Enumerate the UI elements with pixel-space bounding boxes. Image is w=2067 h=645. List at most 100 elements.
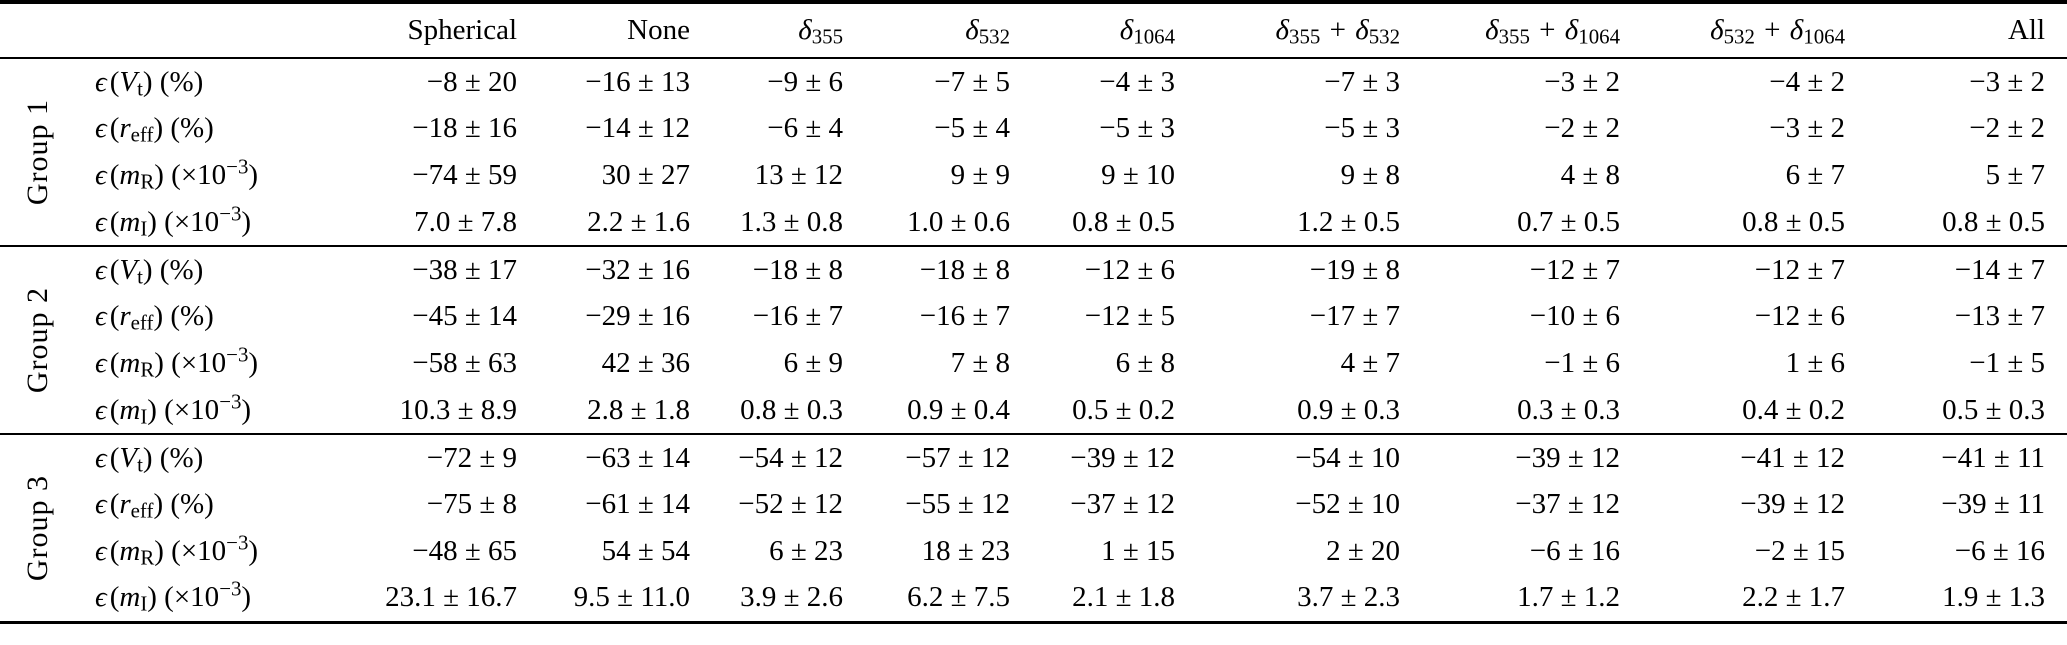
- value-cell: 6 ± 23: [769, 535, 843, 567]
- value-cell: 18 ± 23: [921, 535, 1010, 567]
- group-label: Group 2: [20, 286, 54, 394]
- row-label-sup: −3: [219, 389, 242, 414]
- row-label-pre: (: [109, 441, 120, 474]
- value-cell: −4 ± 2: [1769, 65, 1845, 98]
- delta-subscript: 532: [1368, 24, 1400, 49]
- value-cell: −8 ± 20: [426, 65, 517, 98]
- col-header-delta-355: δ355: [690, 2, 843, 58]
- value-cell: −39 ± 12: [1740, 488, 1845, 520]
- row-label-sub: I: [140, 404, 148, 429]
- value-cell: −72 ± 9: [426, 441, 517, 474]
- value-cell: 1.3 ± 0.8: [740, 205, 843, 238]
- table-header: Spherical None δ355 δ532 δ1064 δ355 + δ5…: [0, 2, 2067, 58]
- row-label-post: ) (%): [142, 441, 204, 474]
- row-label-sup: −3: [226, 530, 249, 555]
- row-label-post: ) (%): [153, 300, 214, 332]
- value-cell: −54 ± 12: [738, 441, 843, 474]
- row-label-pre: (: [109, 65, 120, 98]
- value-cell: −12 ± 6: [1754, 300, 1845, 332]
- row-label-eps: ϵ: [95, 159, 107, 191]
- value-cell: 0.5 ± 0.3: [1942, 393, 2045, 426]
- delta-symbol: δ: [1355, 14, 1369, 46]
- value-cell: −13 ± 7: [1954, 300, 2045, 332]
- value-cell: −18 ± 8: [752, 253, 843, 286]
- group-label: Group 3: [20, 474, 54, 581]
- plus-sign: +: [1322, 14, 1354, 46]
- value-cell: −5 ± 3: [1324, 112, 1400, 144]
- delta-subscript: 355: [1289, 24, 1321, 49]
- col-header-delta-532-1064: δ532 + δ1064: [1620, 2, 1845, 58]
- row-label-eps: ϵ: [95, 581, 107, 614]
- value-cell: −3 ± 2: [1544, 65, 1620, 98]
- value-cell: −39 ± 12: [1515, 441, 1620, 474]
- row-label-eps: ϵ: [95, 205, 107, 238]
- col-header-text: Spherical: [407, 14, 517, 46]
- table-row: ϵ (reff) (%) −18 ± 16 −14 ± 12 −6 ± 4 −5 ± 4 −…: [0, 105, 2067, 152]
- value-cell: −1 ± 5: [1969, 347, 2045, 379]
- row-label-eps: ϵ: [95, 65, 107, 98]
- group-2-body: Group 2 ϵ (Vt) (%) −38 ± 17 −32 ± 16 −18 ± 8−…: [0, 246, 2067, 434]
- value-cell: 9 ± 9: [950, 159, 1010, 191]
- delta-subscript: 1064: [1803, 24, 1845, 49]
- row-label-pre: (: [109, 581, 120, 614]
- value-cell: −75 ± 8: [426, 488, 517, 520]
- value-cell: −29 ± 16: [585, 300, 690, 332]
- results-table: Spherical None δ355 δ532 δ1064 δ355 + δ5…: [0, 0, 2067, 624]
- value-cell: 0.5 ± 0.2: [1072, 393, 1175, 426]
- value-cell: 0.4 ± 0.2: [1742, 393, 1845, 426]
- value-cell: −7 ± 3: [1324, 65, 1400, 98]
- col-header-spherical: Spherical: [340, 2, 517, 58]
- row-label-sup: −3: [226, 154, 249, 179]
- value-cell: −48 ± 65: [412, 535, 517, 567]
- value-cell: −41 ± 12: [1740, 441, 1845, 474]
- value-cell: 0.7 ± 0.5: [1517, 205, 1620, 238]
- value-cell: 5 ± 7: [1985, 159, 2045, 191]
- value-cell: −16 ± 7: [752, 300, 843, 332]
- row-label: ϵ (mR) (×10−3): [75, 340, 340, 387]
- value-cell: −61 ± 14: [585, 488, 690, 520]
- value-cell: 7.0 ± 7.8: [414, 205, 517, 238]
- row-label-pre: (: [109, 300, 120, 332]
- row-label-sup: −3: [226, 342, 249, 367]
- delta-symbol: δ: [798, 14, 812, 46]
- row-label: ϵ (Vt) (%): [75, 246, 340, 293]
- row-label-sub: eff: [130, 122, 154, 147]
- value-cell: −39 ± 11: [1941, 488, 2045, 520]
- table-row: Group 3 ϵ (Vt) (%) −72 ± 9 −63 ± 14 −54 ± 12−…: [0, 434, 2067, 581]
- row-label-sub: I: [140, 591, 148, 616]
- value-cell: −39 ± 12: [1070, 441, 1175, 474]
- row-label-pre: (: [109, 112, 120, 144]
- table-row: ϵ (mR) (×10−3) −58 ± 63 42 ± 36 6 ± 9 7 ± 8 6 …: [0, 340, 2067, 387]
- value-cell: −16 ± 13: [585, 65, 690, 98]
- col-header-delta-532: δ532: [843, 2, 1010, 58]
- row-label: ϵ (mI) (×10−3): [75, 387, 340, 434]
- value-cell: 0.8 ± 0.5: [1742, 205, 1845, 238]
- row-label-sub: R: [140, 357, 155, 382]
- col-header-all: All: [1845, 2, 2067, 58]
- value-cell: −14 ± 12: [585, 112, 690, 144]
- value-cell: 2.2 ± 1.6: [587, 205, 690, 238]
- row-label-var: V: [119, 65, 138, 98]
- value-cell: 3.7 ± 2.3: [1297, 581, 1400, 614]
- delta-symbol: δ: [1789, 14, 1804, 46]
- value-cell: −16 ± 7: [919, 300, 1010, 332]
- value-cell: 13 ± 12: [754, 159, 843, 191]
- value-cell: −37 ± 12: [1070, 488, 1175, 520]
- value-cell: 0.9 ± 0.4: [907, 393, 1010, 426]
- row-label-post: ) (×10: [154, 347, 227, 379]
- value-cell: 1 ± 6: [1785, 347, 1845, 379]
- value-cell: −14 ± 7: [1954, 253, 2045, 286]
- row-label-pre: (: [109, 488, 120, 520]
- row-label-var: r: [119, 300, 131, 332]
- value-cell: −74 ± 59: [412, 159, 517, 191]
- row-label-var: m: [119, 205, 141, 238]
- delta-symbol: δ: [965, 14, 979, 46]
- value-cell: −3 ± 2: [1769, 112, 1845, 144]
- value-cell: −38 ± 17: [412, 253, 517, 286]
- col-header-delta-355-532: δ355 + δ532: [1175, 2, 1400, 58]
- value-cell: −12 ± 6: [1084, 253, 1175, 286]
- row-label-eps: ϵ: [95, 441, 107, 474]
- value-cell: −54 ± 10: [1295, 441, 1400, 474]
- delta-subscript: 532: [1723, 24, 1755, 49]
- row-label-var: V: [119, 441, 138, 474]
